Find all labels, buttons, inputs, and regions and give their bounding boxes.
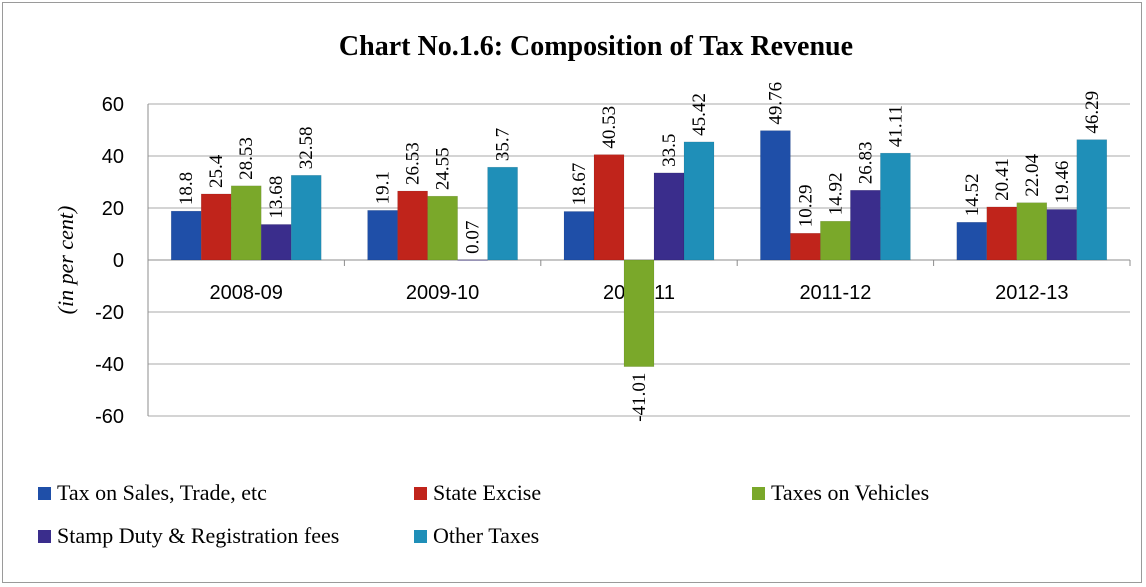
- data-label: 46.29: [1082, 91, 1103, 134]
- bar: [367, 210, 398, 261]
- data-label: 40.53: [599, 106, 620, 149]
- y-tick-label: -20: [95, 302, 124, 324]
- data-label: 22.04: [1022, 153, 1043, 196]
- data-label: 41.11: [885, 105, 906, 147]
- legend-item: Tax on Sales, Trade, etc: [38, 480, 267, 505]
- data-label: 24.55: [433, 147, 454, 190]
- bar: [1016, 202, 1048, 261]
- bar: [623, 259, 655, 367]
- data-label: 20.41: [992, 158, 1013, 201]
- bar: [457, 259, 488, 261]
- bar: [880, 152, 911, 261]
- bar: [427, 195, 458, 261]
- bar: [200, 193, 232, 261]
- legend-item: Stamp Duty & Registration fees: [38, 523, 339, 548]
- bar: [790, 232, 821, 261]
- x-tick-label: 2008-09: [209, 282, 282, 304]
- bars: [170, 130, 1108, 367]
- axes: 6040200-20-40-602008-092009-102010-11201…: [95, 94, 1131, 428]
- y-tick-label: 0: [113, 250, 124, 272]
- data-label: 33.5: [659, 134, 680, 167]
- bar: [850, 189, 881, 261]
- data-label: 26.53: [403, 142, 424, 185]
- y-axis-label: (in per cent): [53, 206, 78, 315]
- legend-item: State Excise: [414, 480, 541, 505]
- x-tick-label: 2009-10: [406, 282, 479, 304]
- legend-swatch: [38, 487, 51, 500]
- bar: [683, 141, 715, 261]
- y-tick-label: 40: [102, 146, 124, 168]
- bar: [563, 211, 595, 261]
- data-label: 13.68: [266, 176, 287, 219]
- bar: [760, 130, 791, 261]
- data-label: 19.46: [1052, 161, 1073, 204]
- bar: [487, 166, 518, 261]
- legend: Tax on Sales, Trade, etc State Excise Taxe…: [38, 480, 929, 548]
- legend-label: Tax on Sales, Trade, etc: [57, 480, 267, 505]
- bar: [820, 220, 851, 261]
- legend-swatch: [414, 530, 427, 543]
- bar: [1076, 139, 1108, 261]
- data-label: -41.01: [629, 373, 650, 422]
- legend-swatch: [752, 487, 765, 500]
- bar: [1046, 209, 1078, 261]
- data-label: 0.07: [463, 221, 484, 254]
- bar: [986, 206, 1018, 261]
- y-tick-label: -40: [95, 354, 124, 376]
- x-tick-label: 2012-13: [995, 282, 1068, 304]
- data-label: 49.76: [765, 82, 786, 125]
- x-tick-label: 2011-12: [799, 282, 871, 304]
- data-label: 14.92: [825, 172, 846, 215]
- legend-label: Other Taxes: [433, 523, 539, 548]
- data-label: 25.4: [206, 154, 227, 188]
- data-label: 45.42: [689, 93, 710, 136]
- bar: [230, 185, 262, 261]
- bar: [290, 175, 322, 261]
- y-tick-label: -60: [95, 406, 124, 428]
- bar: [170, 210, 202, 261]
- bar: [956, 221, 988, 261]
- legend-swatch: [38, 530, 51, 543]
- data-label: 14.52: [962, 173, 983, 216]
- data-label: 32.58: [296, 127, 317, 170]
- data-labels: 18.8 19.1 18.67 49.76 14.52 25.4 26.53 40.53 10.…: [176, 82, 1103, 422]
- data-label: 19.1: [373, 171, 394, 204]
- bar: [397, 190, 428, 261]
- data-label: 18.8: [176, 172, 197, 205]
- legend-label: State Excise: [433, 480, 541, 505]
- legend-label: Stamp Duty & Registration fees: [57, 523, 339, 548]
- data-label: 10.29: [795, 184, 816, 227]
- legend-label: Taxes on Vehicles: [771, 480, 929, 505]
- bar: [593, 154, 625, 261]
- chart-title: Chart No.1.6: Composition of Tax Revenue: [339, 31, 853, 62]
- data-label: 18.67: [569, 163, 590, 206]
- legend-swatch: [414, 487, 427, 500]
- y-tick-label: 20: [102, 198, 124, 220]
- data-label: 28.53: [236, 137, 257, 180]
- bar: [653, 172, 685, 261]
- data-label: 35.7: [493, 128, 514, 161]
- legend-item: Other Taxes: [414, 523, 539, 548]
- data-label: 26.83: [855, 141, 876, 184]
- y-tick-label: 60: [102, 94, 124, 116]
- bar: [260, 224, 292, 261]
- legend-item: Taxes on Vehicles: [752, 480, 929, 505]
